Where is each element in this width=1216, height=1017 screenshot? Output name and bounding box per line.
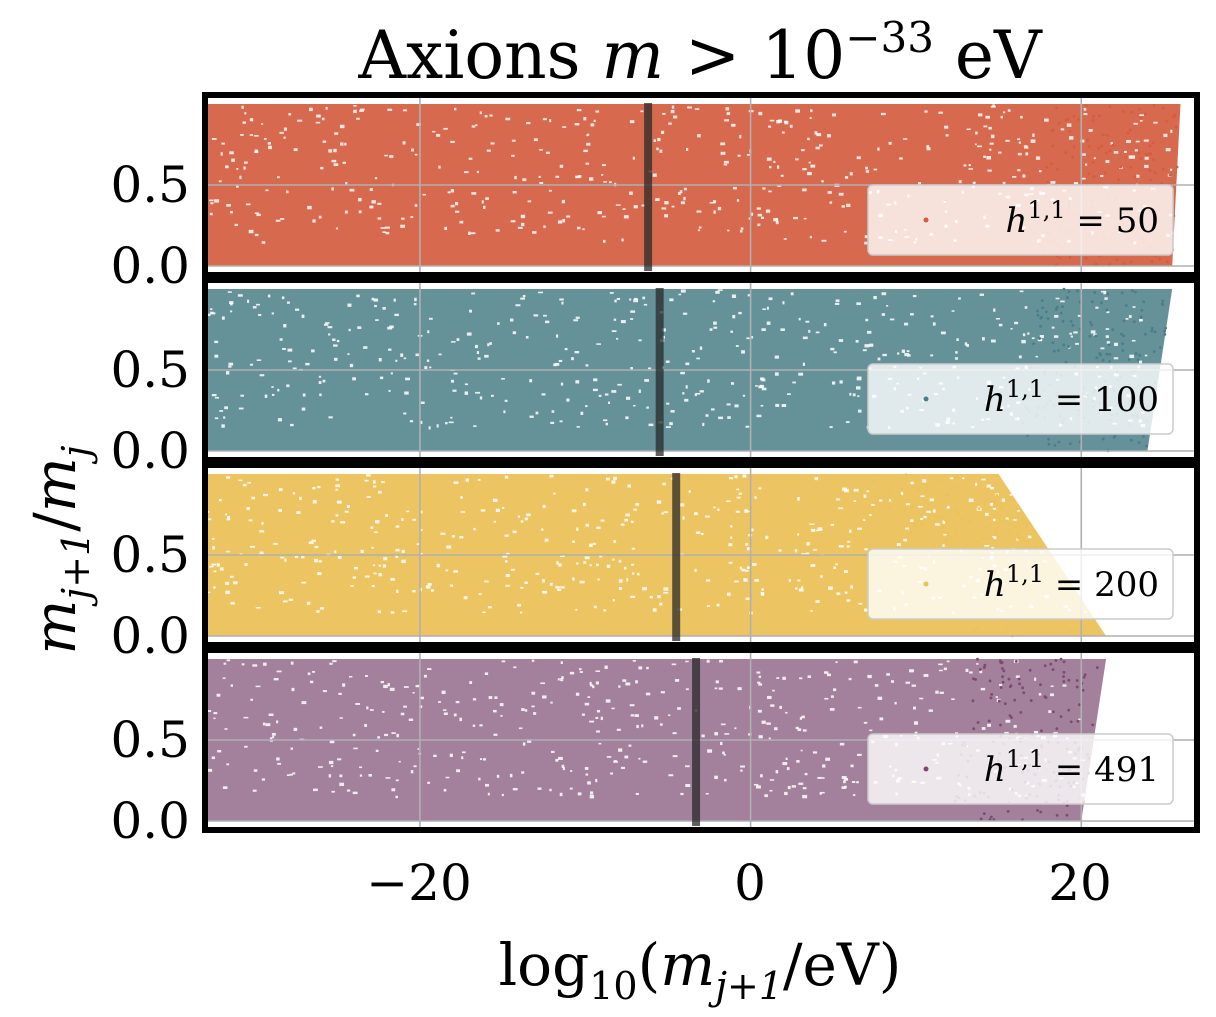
legend-h11-200: h1,1 = 200 — [867, 548, 1174, 620]
panel-h11-50: h1,1 = 50 0.0 0.5 — [110, 92, 1200, 295]
y-tick-label: 0.5 — [110, 341, 190, 399]
legend-marker — [923, 766, 929, 772]
legend-marker — [923, 581, 929, 587]
y-tick-label: 0.0 — [110, 422, 190, 480]
y-tick-label: 0.5 — [110, 711, 190, 769]
panel-frame — [202, 462, 1200, 648]
y-tick-label: 0.0 — [110, 792, 190, 850]
legend-h11-491: h1,1 = 491 — [867, 733, 1174, 805]
legend-box — [867, 548, 1174, 620]
legend-box — [867, 363, 1174, 435]
legend-marker — [923, 217, 929, 223]
panel-h11-100: h1,1 = 100 0.0 0.5 — [110, 277, 1200, 480]
y-tick-label: 0.5 — [110, 156, 190, 214]
legend-marker — [923, 396, 929, 402]
legend-label: h1,1 = 200 — [984, 560, 1159, 605]
x-tick-label: 0 — [734, 854, 766, 912]
panel-h11-491: h1,1 = 491 0.0 0.5 — [110, 647, 1200, 850]
panel-frame — [202, 92, 1200, 278]
legend-h11-100: h1,1 = 100 — [867, 363, 1174, 435]
x-tick-label: −20 — [366, 854, 472, 912]
x-tick-labels: −20 0 20 — [366, 854, 1112, 912]
legend-label: h1,1 = 491 — [984, 745, 1159, 790]
panel-h11-200: h1,1 = 200 0.0 0.5 — [110, 462, 1200, 665]
panel-frame — [202, 647, 1200, 833]
legend-label: h1,1 = 50 — [1006, 196, 1159, 241]
chart-title: Axions m > 10−33 eV — [357, 13, 1043, 94]
y-tick-label: 0.5 — [110, 526, 190, 584]
y-tick-label: 0.0 — [110, 237, 190, 295]
legend-h11-50: h1,1 = 50 — [867, 184, 1174, 256]
legend-label: h1,1 = 100 — [984, 375, 1159, 420]
x-axis-label: log10(mj+1/eV) — [499, 931, 902, 1008]
x-tick-label: 20 — [1048, 854, 1112, 912]
panel-frame — [202, 277, 1200, 463]
y-axis-label: mj+1/mj — [21, 445, 98, 654]
legend-box — [867, 733, 1174, 805]
legend-box — [867, 184, 1174, 256]
y-tick-label: 0.0 — [110, 607, 190, 665]
